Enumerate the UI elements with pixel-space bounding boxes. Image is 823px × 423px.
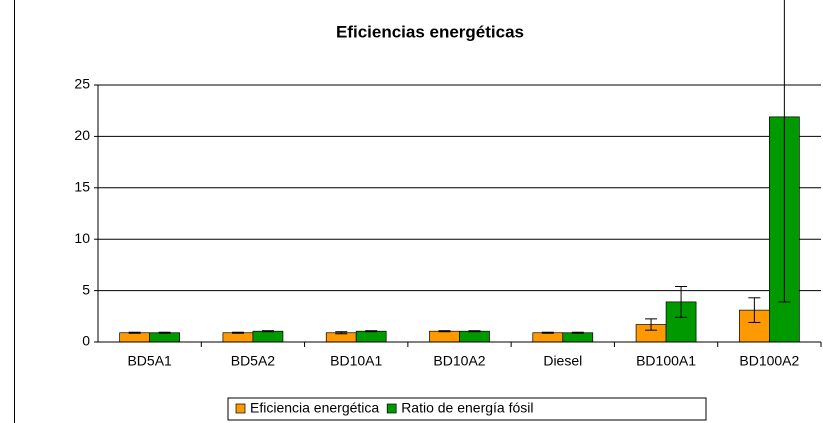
y-tick-label: 15 — [74, 179, 90, 195]
bar — [149, 332, 180, 343]
bar — [562, 332, 594, 343]
bar — [355, 330, 387, 343]
legend-box — [227, 397, 707, 421]
y-tick-label: 20 — [74, 127, 90, 143]
x-tick-label: BD100A2 — [739, 353, 799, 369]
x-tick-label: BD100A1 — [636, 353, 696, 369]
bar — [222, 332, 254, 343]
chart-title: Eficiencias energéticas — [336, 22, 524, 41]
y-tick-label: 0 — [82, 333, 90, 349]
y-tick-label: 25 — [74, 76, 90, 92]
x-tick-label: BD5A2 — [231, 353, 276, 369]
legend-label: Eficiencia energética — [250, 400, 379, 416]
bar — [429, 330, 460, 343]
x-tick-label: BD10A2 — [433, 353, 485, 369]
bar — [252, 330, 284, 343]
legend-swatch — [386, 403, 397, 414]
x-tick-label: Diesel — [543, 353, 582, 369]
bar — [532, 332, 564, 343]
legend-swatch — [235, 403, 246, 414]
bar — [459, 330, 490, 343]
legend-label: Ratio de energía fósil — [401, 400, 533, 416]
y-tick-label: 10 — [74, 230, 90, 246]
bar — [119, 332, 150, 343]
y-tick-label: 5 — [82, 281, 90, 297]
x-tick-label: BD5A1 — [127, 353, 172, 369]
x-tick-label: BD10A1 — [330, 353, 382, 369]
